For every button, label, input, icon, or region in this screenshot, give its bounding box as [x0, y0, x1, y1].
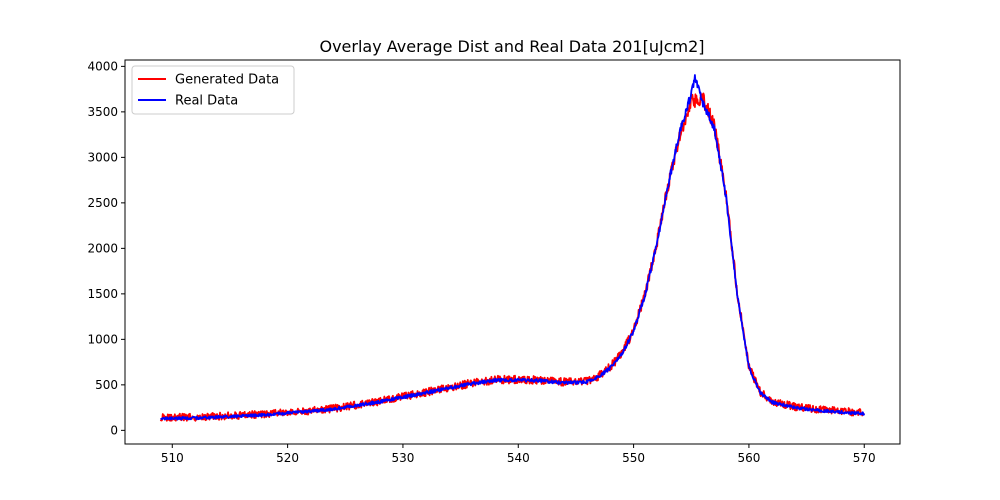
legend-label-1: Real Data [175, 94, 238, 109]
plot-area [124, 59, 901, 445]
x-tick-label: 510 [161, 451, 184, 465]
series-line-1 [160, 74, 866, 421]
y-tick-label: 3500 [87, 105, 118, 119]
y-tick-label: 2000 [87, 241, 118, 255]
legend-label-0: Generated Data [175, 73, 279, 88]
x-tick-label: 540 [507, 451, 530, 465]
plot-background [125, 60, 900, 444]
y-tick-label: 0 [110, 423, 118, 437]
x-axis: 510 520 530 540 550 560 570 [161, 444, 876, 465]
y-tick-label: 3000 [87, 150, 118, 164]
plot-frame [124, 59, 901, 445]
series-layer [159, 74, 866, 422]
legend-box [131, 65, 295, 115]
y-tick-label: 500 [95, 378, 118, 392]
x-tick-label: 560 [737, 451, 760, 465]
x-tick-label: 520 [276, 451, 299, 465]
x-tick-label: 570 [853, 451, 876, 465]
y-tick-label: 1000 [87, 332, 118, 346]
x-tick-label: 530 [391, 451, 414, 465]
x-tick-label: 550 [622, 451, 645, 465]
legend: Generated Data Real Data [131, 65, 295, 115]
y-tick-label: 4000 [87, 59, 118, 73]
y-tick-label: 1500 [87, 287, 118, 301]
y-axis: 0 500 1000 1500 2000 2500 3000 3500 4000 [87, 59, 125, 437]
chart-title: Overlay Average Dist and Real Data 201[u… [319, 37, 704, 56]
y-tick-label: 2500 [87, 196, 118, 210]
